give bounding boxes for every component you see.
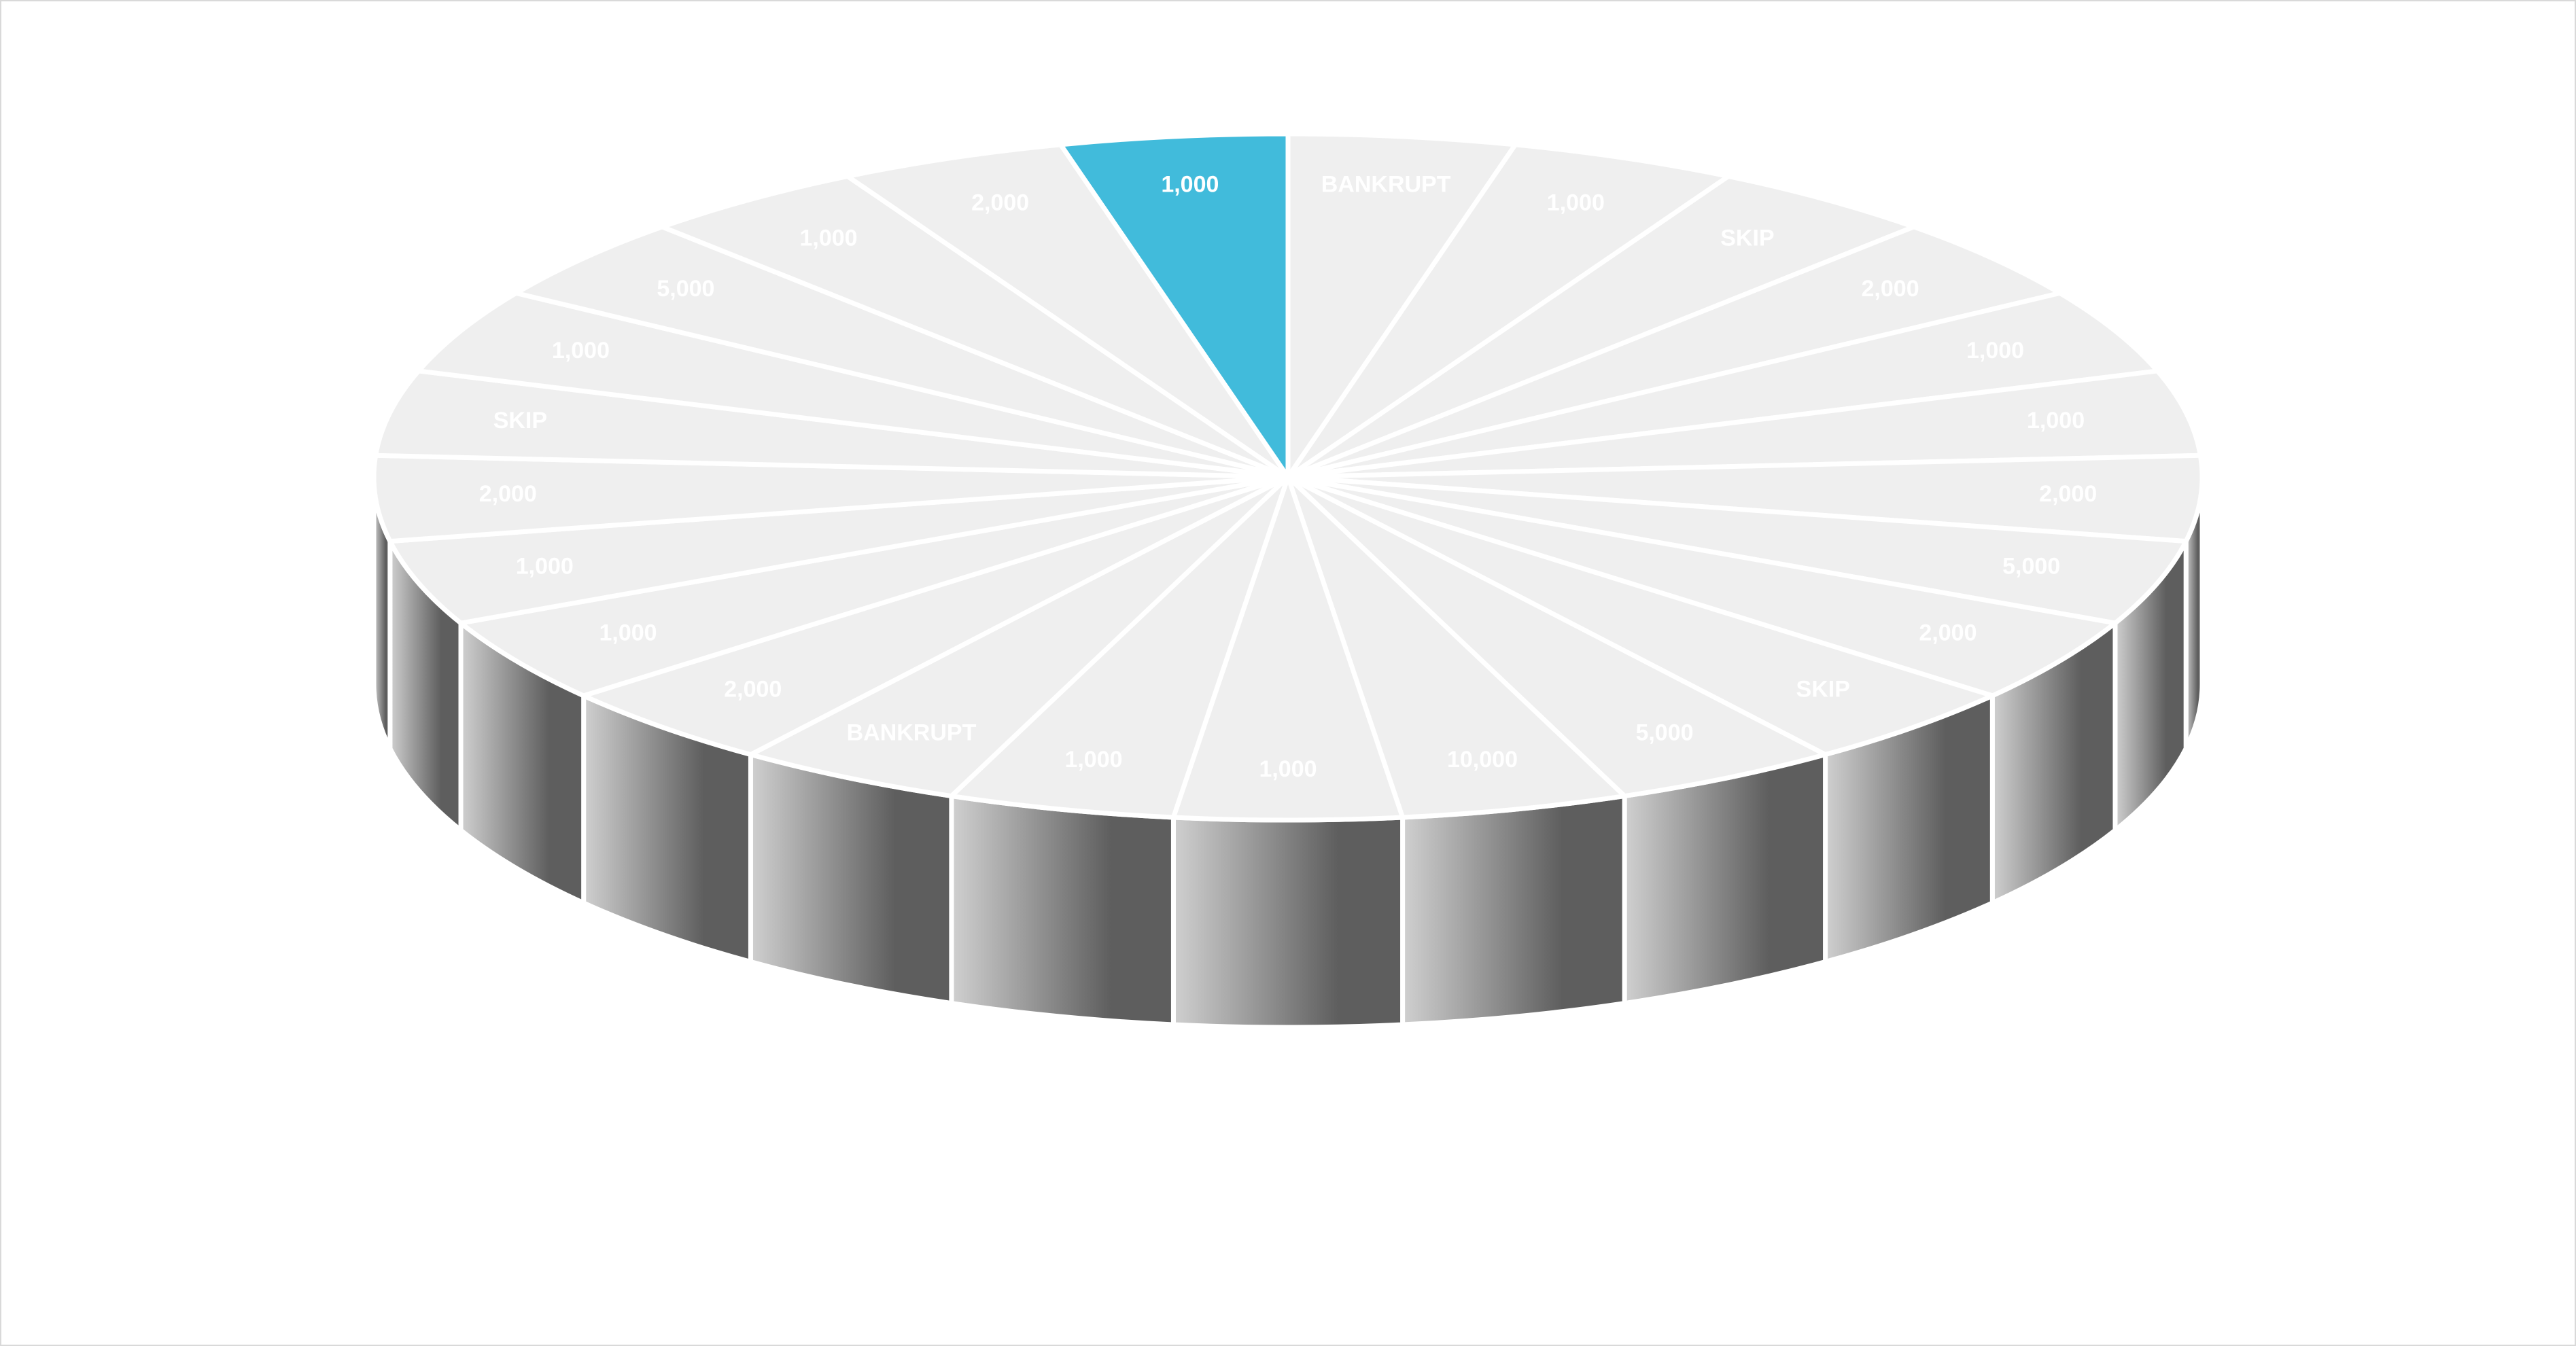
wheel-segment: [748, 474, 1291, 799]
segment-label: 2,000: [971, 190, 1029, 216]
segment-label: SKIP: [1796, 677, 1850, 703]
segment-label: 1,000: [1161, 172, 1219, 198]
segment-label: 5,000: [1635, 720, 1693, 745]
segment-label: 5,000: [657, 276, 714, 302]
segment-label: 1,000: [552, 338, 610, 364]
rim-segment: [949, 794, 1176, 1027]
wheel-segment: [1285, 224, 2063, 480]
segment-label: 2,000: [479, 481, 537, 507]
wheel-segment: [1285, 453, 2205, 544]
segment-label: 5,000: [2002, 553, 2060, 579]
segment-label: 1,000: [1064, 747, 1122, 773]
wheel-segment: [1285, 474, 1828, 799]
wheel-segment: [659, 173, 1291, 480]
segment-label: 2,000: [2039, 481, 2097, 507]
wheel-segment: [1285, 142, 1731, 480]
wheel-segment: [1285, 290, 2160, 480]
wheel-segment-highlighted: [1058, 131, 1291, 480]
wheel-segment: [1285, 368, 2203, 480]
wheel-segment: [1285, 474, 1995, 758]
wheel-face: [371, 131, 2205, 823]
wheel-segment: [371, 453, 1291, 544]
rim-segment: [1400, 794, 1627, 1027]
wheel-segment: [387, 474, 1291, 626]
wheel-segment: [1170, 474, 1406, 823]
wheel-segment: [581, 474, 1291, 758]
wheel-segment: [458, 474, 1291, 698]
segment-label: BANKRUPT: [1321, 172, 1451, 198]
wheel-segment: [1285, 173, 1917, 480]
segment-label: 1,000: [1259, 756, 1317, 782]
wheel-segment: [513, 224, 1291, 480]
segment-label: 1,000: [2027, 408, 2085, 433]
segment-label: 1,000: [1547, 190, 1605, 216]
segment-label: BANKRUPT: [847, 720, 977, 745]
segment-label: 1,000: [599, 620, 657, 645]
segment-label: 2,000: [1862, 276, 1919, 302]
wheel-segment: [949, 474, 1291, 820]
segment-label: SKIP: [493, 408, 547, 433]
wheel-segment: [845, 142, 1291, 480]
segment-label: 1,000: [800, 226, 858, 251]
segment-label: 2,000: [724, 677, 782, 703]
segment-label: 2,000: [1919, 620, 1977, 645]
wheel-segment: [1285, 474, 1627, 820]
wheel-segment: [1285, 474, 2118, 698]
rim-segment: [1170, 815, 1406, 1030]
wheel-segment: [416, 290, 1291, 480]
segment-label: SKIP: [1720, 226, 1774, 251]
segment-label: 1,000: [516, 553, 574, 579]
segment-label: 10,000: [1447, 747, 1518, 773]
wheel-labels: BANKRUPT 1,000 SKIP 2,000 1,000 1,000 2,000 5,0…: [479, 172, 2098, 782]
wheel-segment: [1285, 474, 2189, 626]
segment-label: 1,000: [1966, 338, 2024, 364]
